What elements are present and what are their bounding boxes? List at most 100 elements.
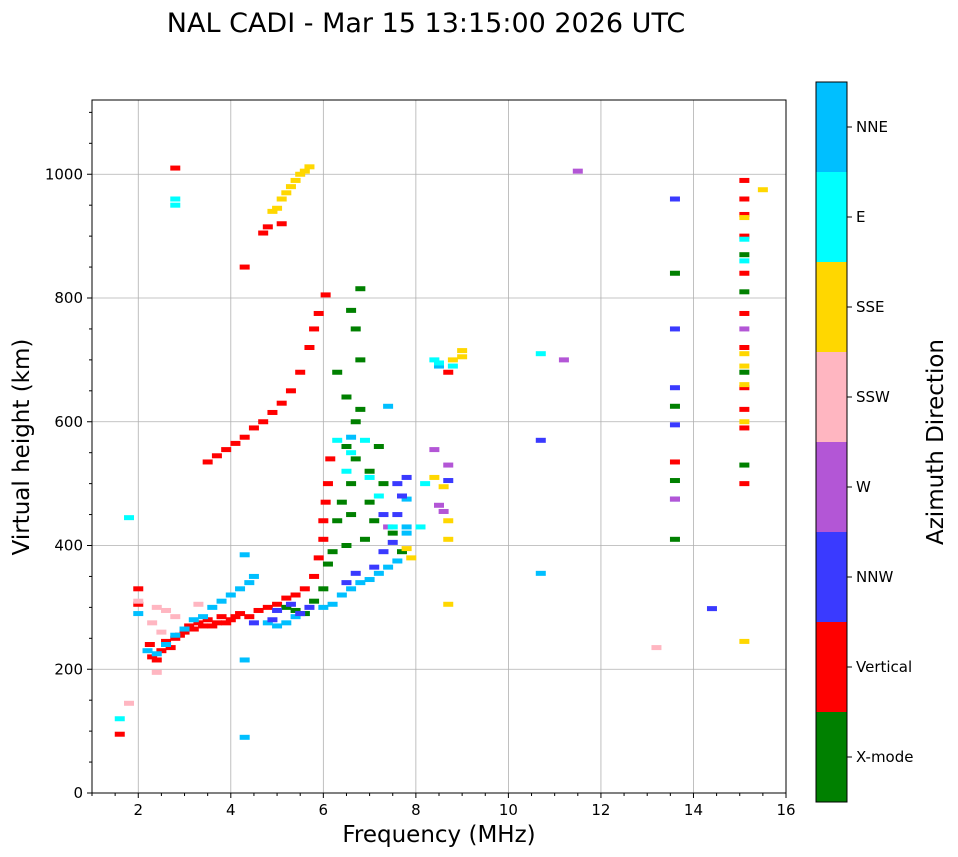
echo-point-vertical [313, 555, 324, 561]
echo-point-x-mode [322, 561, 333, 567]
echo-point-vertical [225, 617, 236, 623]
echo-point-vertical [207, 623, 218, 629]
x-tick-label: 12 [591, 801, 610, 819]
echo-point-e [346, 450, 357, 456]
echo-point-x-mode [364, 468, 375, 474]
echo-point-x-mode [355, 286, 366, 292]
echo-point-sse [299, 168, 310, 174]
echo-point-e [420, 481, 431, 487]
echo-point-e [415, 524, 426, 530]
echo-point-sse [739, 638, 750, 644]
echo-point-vertical [318, 518, 329, 524]
chart-title: NAL CADI - Mar 15 13:15:00 2026 UTC [167, 8, 685, 39]
echo-point-e [359, 437, 370, 443]
echo-point-vertical [244, 614, 255, 620]
echo-point-e [114, 716, 125, 722]
echo-point-vertical [230, 614, 241, 620]
echo-point-nne [327, 601, 338, 607]
echo-point-w [438, 508, 449, 514]
echo-point-x-mode [346, 512, 357, 518]
echo-point-x-mode [739, 462, 750, 468]
echo-point-sse [281, 190, 292, 196]
echo-point-nnw [392, 512, 403, 518]
echo-point-x-mode [346, 307, 357, 313]
echo-point-vertical [739, 310, 750, 316]
echo-point-sse [739, 419, 750, 425]
echo-point-vertical [285, 388, 296, 394]
echo-point-vertical [198, 623, 209, 629]
echo-point-nne [272, 623, 283, 629]
colorbar-tick-label: NNE [856, 118, 888, 136]
echo-point-nnw [350, 570, 361, 576]
echo-point-x-mode [350, 326, 361, 332]
echo-point-nnw [285, 601, 296, 607]
echo-point-nnw [304, 604, 315, 610]
colorbar-segment [816, 442, 847, 532]
echo-point-x-mode [309, 598, 320, 604]
echo-point-nne [535, 570, 546, 576]
echo-point-vertical [281, 595, 292, 601]
echo-point-x-mode [396, 549, 407, 555]
echo-point-sse [443, 536, 454, 542]
echo-point-x-mode [355, 357, 366, 363]
echo-point-nne [262, 620, 273, 626]
echo-point-vertical [258, 230, 269, 236]
colorbar-frame [815, 81, 848, 803]
echo-point-nne [383, 564, 394, 570]
y-tick-label: 1000 [45, 165, 83, 183]
echo-point-vertical [309, 573, 320, 579]
echo-point-vertical [147, 654, 158, 660]
echo-point-vertical [253, 607, 264, 613]
colorbar-segment [816, 712, 847, 802]
echo-point-x-mode [739, 289, 750, 295]
echo-point-x-mode [290, 607, 301, 613]
colorbar-tick-label: W [856, 478, 871, 496]
echo-point-x-mode [355, 406, 366, 412]
echo-point-nnw [535, 437, 546, 443]
x-tick-label: 16 [776, 801, 795, 819]
echo-point-nne [170, 632, 181, 638]
echo-point-x-mode [739, 252, 750, 258]
echo-point-x-mode [669, 403, 680, 409]
echo-point-vertical [272, 601, 283, 607]
echo-point-nne [207, 604, 218, 610]
echo-point-vertical [114, 731, 125, 737]
echo-point-vertical [184, 623, 195, 629]
echo-point-vertical [248, 425, 259, 431]
echo-point-vertical [299, 586, 310, 592]
echo-point-x-mode [369, 518, 380, 524]
echo-point-nne [239, 734, 250, 740]
echo-point-vertical [170, 165, 181, 171]
echo-point-w [558, 357, 569, 363]
echo-point-nne [151, 651, 162, 657]
echo-point-ssw [147, 620, 158, 626]
echo-point-ssw [151, 669, 162, 675]
echo-point-x-mode [669, 270, 680, 276]
echo-point-ssw [170, 614, 181, 620]
echo-point-sse [272, 205, 283, 211]
y-tick-label: 200 [54, 660, 83, 678]
x-axis-label: Frequency (MHz) [342, 822, 535, 848]
echo-point-nne [248, 573, 259, 579]
echo-point-nne [401, 524, 412, 530]
echo-point-nne [346, 586, 357, 592]
y-tick-label: 600 [54, 413, 83, 431]
echo-point-vertical [739, 406, 750, 412]
echo-point-vertical [295, 369, 306, 375]
echo-point-ssw [156, 629, 167, 635]
echo-point-vertical [739, 270, 750, 276]
echo-point-nnw [443, 478, 454, 484]
echo-point-ssw [193, 601, 204, 607]
colorbar-tick-label: SSW [856, 388, 890, 406]
echo-point-nnw [378, 549, 389, 555]
echo-point-x-mode [350, 419, 361, 425]
echo-point-x-mode [281, 604, 292, 610]
echo-point-vertical [318, 536, 329, 542]
echo-point-vertical [235, 611, 246, 617]
echo-point-ssw [151, 604, 162, 610]
echo-point-vertical [170, 635, 181, 641]
echo-point-nne [401, 496, 412, 502]
echo-point-sse [457, 348, 468, 354]
echo-point-sse [443, 601, 454, 607]
azimuth-colorbar: X-mode Vertical NNW W SSW SSE E NNE [815, 81, 913, 803]
